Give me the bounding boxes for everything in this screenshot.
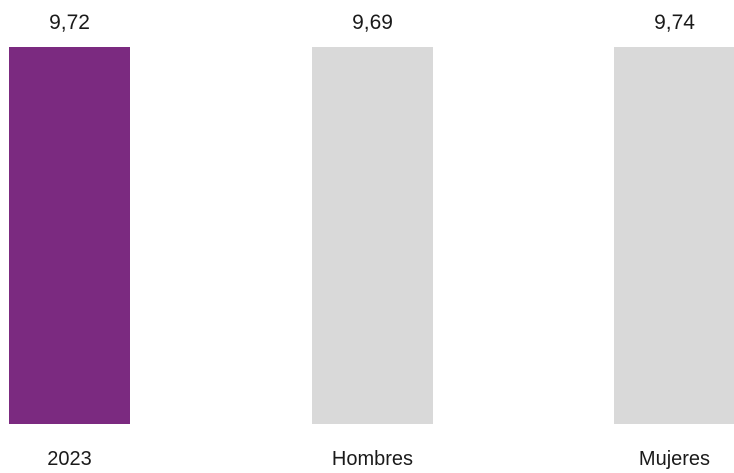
category-label-mujeres: Mujeres: [639, 448, 710, 470]
category-label-hombres: Hombres: [332, 448, 413, 470]
category-label-2023: 2023: [47, 448, 92, 470]
bar-mujeres: [614, 47, 734, 424]
category-labels-group: 2023 Hombres Mujeres: [47, 448, 710, 470]
value-label-hombres: 9,69: [352, 11, 393, 34]
value-labels-group: 9,72 9,69 9,74: [49, 11, 695, 34]
bar-2023: [9, 47, 130, 424]
value-label-mujeres: 9,74: [654, 11, 695, 34]
bar-hombres: [312, 47, 433, 424]
value-label-2023: 9,72: [49, 11, 90, 34]
bars-group: [9, 47, 734, 424]
